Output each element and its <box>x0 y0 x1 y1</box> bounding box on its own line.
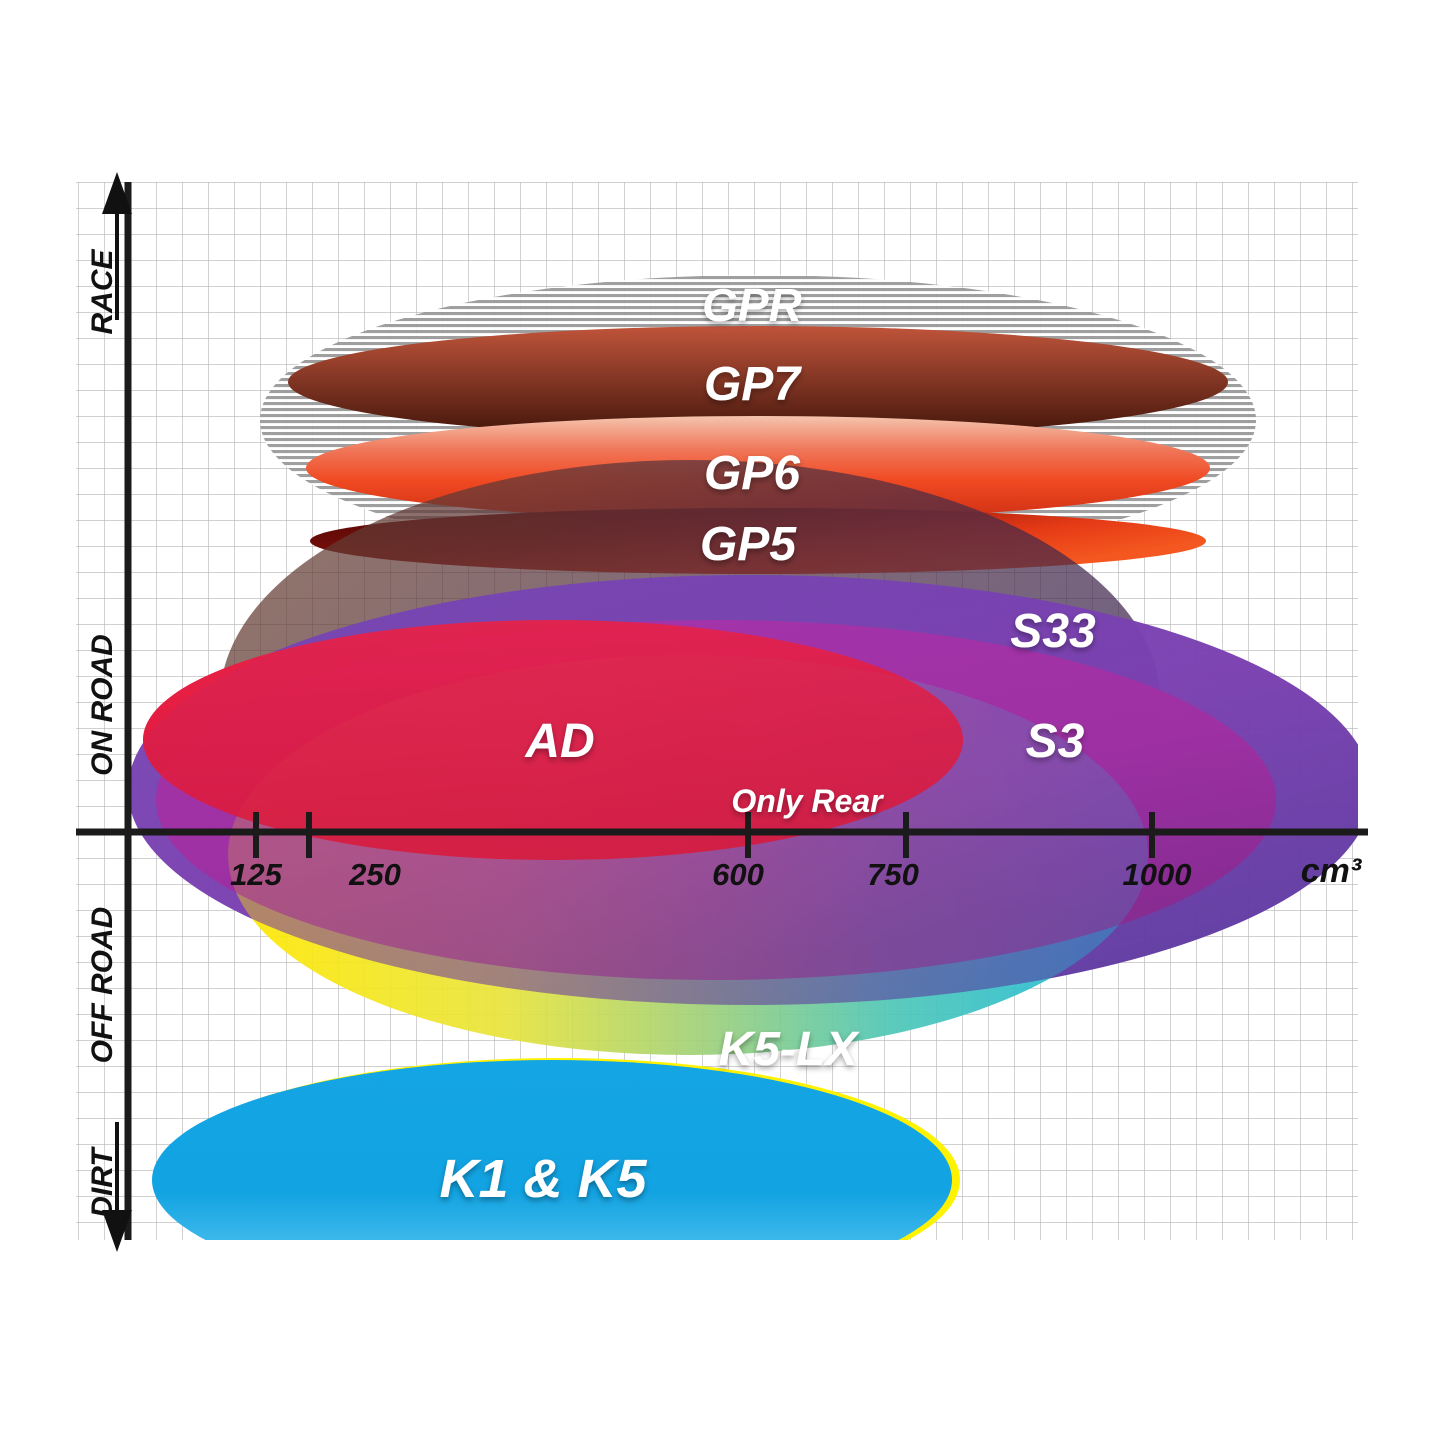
svg-text:Only Rear: Only Rear <box>731 783 884 819</box>
y-label-on-road: ON ROAD <box>86 634 119 776</box>
x-axis-tick-labels: 125 250 600 750 1000 <box>230 857 1191 892</box>
region-label-gp7: GP7 <box>704 358 802 411</box>
region-label-gpr: GPR <box>702 279 802 331</box>
x-axis-unit-label: cm³ <box>1301 852 1363 890</box>
region-label-s33: S33 <box>1010 605 1096 658</box>
region-label-s3: S3 <box>1026 715 1085 768</box>
region-labels: GPR GP7 GP6 GP5 S33 S3 AD K5-LX K1 & K5 <box>439 279 1096 1209</box>
region-label-ad: AD <box>524 715 594 768</box>
region-label-gp6: GP6 <box>704 447 800 500</box>
y-label-dirt: DIRT <box>86 1146 119 1218</box>
region-k1-k5[interactable] <box>152 1058 960 1302</box>
x-tick-label-125: 125 <box>230 857 282 892</box>
svg-text:cm³: cm³ <box>1301 852 1363 890</box>
x-tick-label-750: 750 <box>867 857 919 892</box>
y-label-race: RACE <box>86 249 119 335</box>
region-label-k1-k5: K1 & K5 <box>439 1149 647 1209</box>
race-up-arrow-icon <box>102 172 132 320</box>
y-axis-category-labels: RACE ON ROAD OFF ROAD DIRT <box>86 249 119 1218</box>
x-axis-ticks <box>253 812 1155 858</box>
x-tick-label-1000: 1000 <box>1123 857 1192 892</box>
dirt-down-arrow-icon <box>102 1122 132 1252</box>
region-label-gp5: GP5 <box>700 518 797 571</box>
region-s33-overlay <box>128 575 1358 1005</box>
region-label-k5-lx: K5-LX <box>719 1023 861 1076</box>
y-label-off-road: OFF ROAD <box>86 907 119 1064</box>
x-tick-label-250: 250 <box>348 857 401 892</box>
x-tick-label-600: 600 <box>712 857 764 892</box>
region-gp7[interactable] <box>288 326 1228 438</box>
annotation-only-rear: Only Rear <box>731 783 884 819</box>
